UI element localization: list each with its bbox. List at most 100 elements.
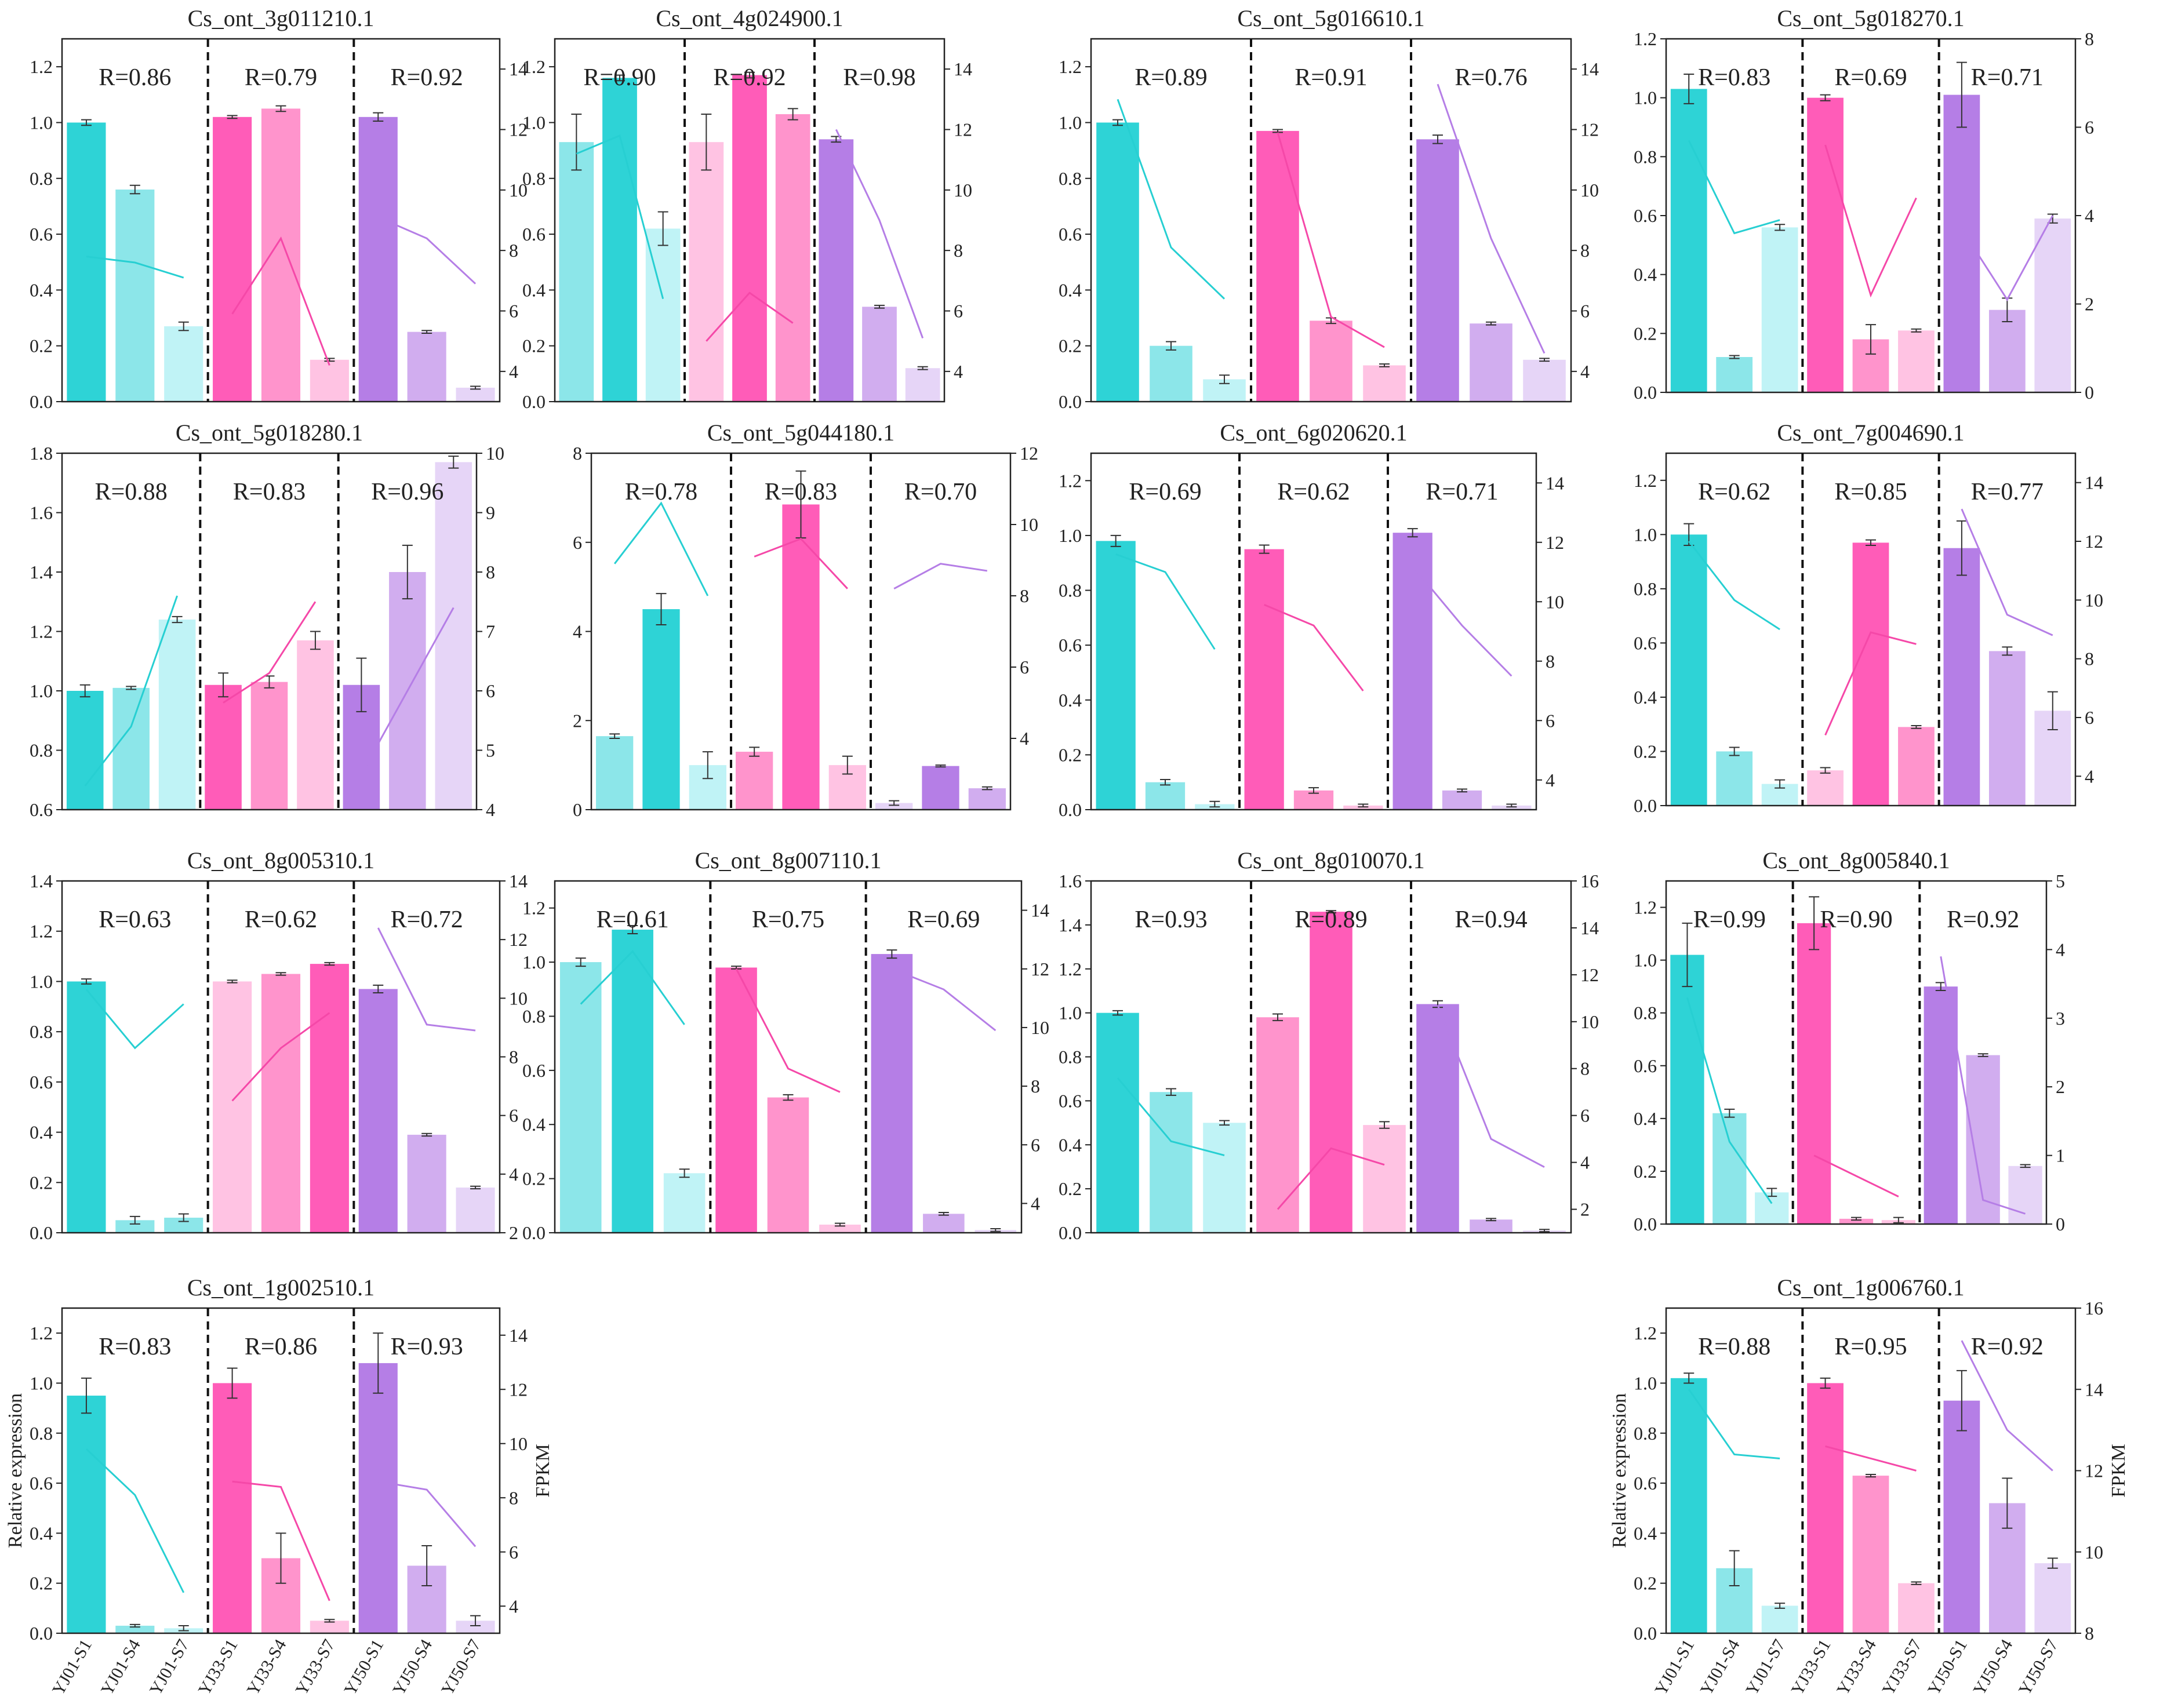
right-tick-label: 4	[2085, 766, 2094, 786]
chart-panel: Cs_ont_4g024900.1 R=0.90 R=0.92 R=0.98 0.0 0.…	[522, 5, 972, 412]
bar	[715, 967, 757, 1233]
bar	[1416, 1004, 1459, 1233]
bar	[435, 462, 472, 810]
bar	[1988, 309, 2026, 392]
plot-frame	[554, 880, 1023, 1234]
right-tick-label: 14	[509, 871, 528, 891]
fpkm-line	[1688, 1389, 1780, 1459]
bar	[1716, 751, 1753, 806]
bar	[1310, 321, 1352, 402]
fpkm-line	[361, 607, 455, 775]
error-bar	[1956, 1370, 1967, 1432]
bar	[1096, 1013, 1139, 1233]
right-tick-label: 12	[1580, 119, 1599, 140]
right-tick-label: 6	[1580, 1105, 1590, 1126]
bar	[261, 974, 301, 1233]
error-bar	[917, 366, 928, 370]
left-tick-label: 1.2	[522, 56, 546, 77]
bar	[358, 116, 398, 402]
bar	[612, 930, 653, 1233]
x-tick-label: YJ33-S7	[1878, 1636, 1925, 1698]
error-bar	[448, 456, 459, 469]
r-value: R=0.77	[1971, 479, 2044, 505]
right-tick-label: 12	[509, 119, 528, 140]
error-bar	[1684, 1372, 1695, 1384]
error-bar	[1820, 94, 1831, 101]
bar	[1150, 345, 1192, 402]
error-bar	[227, 1367, 238, 1399]
left-tick-label: 8	[573, 443, 582, 464]
error-bar	[1358, 803, 1369, 808]
error-bar	[874, 304, 885, 309]
right-tick-label: 2	[1580, 1199, 1590, 1220]
fpkm-line	[1825, 1445, 1917, 1472]
right-tick-label: 4	[1031, 1193, 1040, 1214]
left-axis-title: Relative expression	[5, 1393, 26, 1548]
left-tick-label: 1.2	[30, 56, 53, 77]
chart-title: Cs_ont_3g011210.1	[188, 5, 375, 31]
x-tick-label: YJ01-S7	[1742, 1636, 1789, 1698]
x-tick-label: YJ33-S1	[195, 1636, 242, 1698]
error-bar	[1539, 1229, 1550, 1233]
fpkm-line	[232, 1480, 330, 1601]
right-tick-label: 8	[509, 240, 518, 261]
right-tick-label: 14	[1031, 900, 1049, 921]
r-value: R=0.94	[1455, 906, 1527, 933]
error-bar	[310, 631, 321, 650]
error-bar	[2002, 1477, 2013, 1529]
bar	[1363, 1125, 1406, 1233]
right-tick-label: 10	[954, 180, 972, 201]
error-bar	[218, 672, 229, 698]
error-bar	[1866, 324, 1876, 355]
error-bar	[1160, 778, 1170, 786]
r-value: R=0.88	[1698, 1334, 1770, 1360]
left-tick-label: 0.0	[1634, 1214, 1657, 1234]
left-tick-label: 1.0	[30, 680, 53, 701]
left-tick-label: 0.8	[30, 1423, 53, 1444]
left-tick-label: 0.8	[1634, 146, 1657, 167]
left-tick-label: 0.0	[1059, 1222, 1082, 1243]
left-tick-label: 0.2	[1634, 1161, 1657, 1182]
fpkm-line	[1117, 99, 1226, 300]
right-tick-label: 4	[1580, 361, 1590, 382]
error-bar	[178, 1625, 189, 1631]
left-tick-label: 0.4	[30, 1523, 53, 1543]
right-tick-label: 6	[1546, 710, 1555, 731]
error-bar	[787, 108, 798, 121]
bar	[213, 116, 252, 402]
bar	[642, 609, 680, 810]
left-tick-label: 1.0	[30, 971, 53, 992]
r-value: R=0.83	[1698, 64, 1770, 91]
bar	[1470, 1219, 1512, 1233]
bar	[407, 1134, 446, 1233]
left-tick-label: 0.4	[30, 279, 53, 300]
bar	[456, 1620, 495, 1633]
right-tick-label: 6	[509, 1542, 518, 1563]
fpkm-line	[891, 968, 997, 1032]
left-tick-label: 1.2	[1059, 56, 1082, 77]
bar	[2034, 1563, 2071, 1633]
bar	[689, 142, 724, 402]
right-tick-label: 6	[509, 1105, 518, 1126]
bar	[871, 954, 913, 1233]
error-bar	[1259, 544, 1270, 554]
chart-title: Cs_ont_8g005310.1	[187, 847, 375, 873]
error-bar	[1684, 74, 1695, 104]
fpkm-line	[1688, 541, 1780, 631]
chart-title: Cs_ont_5g018280.1	[176, 420, 363, 446]
bar	[923, 1214, 965, 1233]
left-tick-label: 1.2	[1634, 470, 1657, 491]
bar	[1943, 548, 1980, 806]
left-tick-label: 0.8	[522, 168, 546, 189]
left-tick-label: 0.0	[522, 1222, 546, 1243]
bar	[1470, 323, 1512, 402]
right-tick-label: 10	[1580, 180, 1599, 201]
right-tick-label: 8	[2085, 1623, 2094, 1644]
right-tick-label: 8	[1031, 1076, 1040, 1097]
fpkm-line	[1688, 140, 1780, 235]
bar	[819, 1224, 861, 1233]
bar	[767, 1097, 809, 1233]
error-bar	[178, 1213, 189, 1222]
error-bar	[470, 1185, 481, 1190]
left-tick-label: 0.6	[30, 224, 53, 245]
